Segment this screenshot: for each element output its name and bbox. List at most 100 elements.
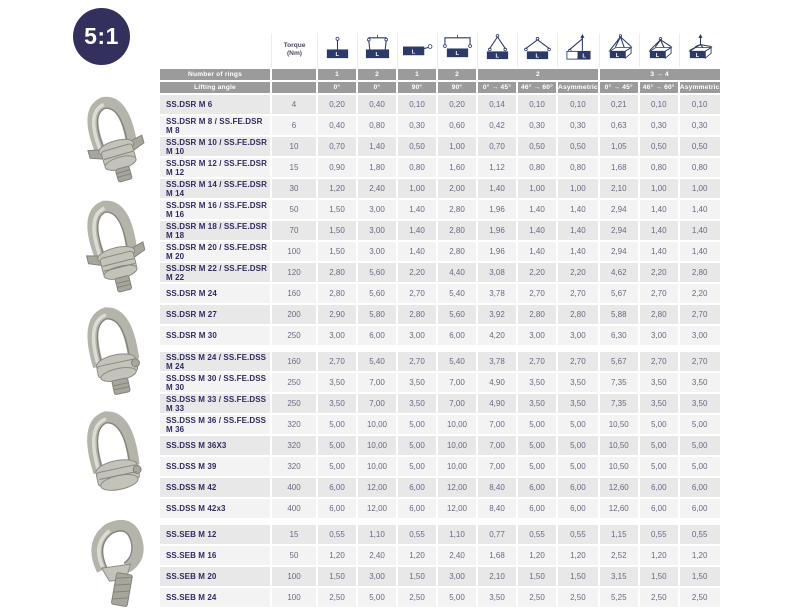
wll-value: 2,70 bbox=[398, 352, 438, 371]
wll-value: 12,00 bbox=[438, 478, 478, 497]
wll-value: 0,42 bbox=[478, 116, 518, 135]
wll-value: 0,70 bbox=[478, 137, 518, 156]
wll-value: 2,70 bbox=[639, 352, 680, 371]
wll-value: 2,50 bbox=[639, 588, 680, 607]
wll-value: 7,00 bbox=[478, 415, 518, 434]
wll-value: 1,20 bbox=[318, 546, 358, 565]
wll-value: 1,40 bbox=[518, 242, 558, 261]
rings-count-group: 3 → 4 bbox=[599, 69, 720, 80]
wll-value: 6,00 bbox=[639, 499, 680, 518]
wll-value: 3,00 bbox=[358, 242, 398, 261]
rings-count-group: 2 bbox=[478, 69, 600, 80]
torque-value: 400 bbox=[272, 499, 318, 518]
wll-value: 7,00 bbox=[478, 457, 518, 476]
wll-value: 6,00 bbox=[518, 499, 558, 518]
wll-value: 3,08 bbox=[478, 263, 518, 282]
wll-value: 6,00 bbox=[679, 499, 720, 518]
torque-value: 10 bbox=[272, 137, 318, 156]
wll-value: 10,50 bbox=[599, 457, 640, 476]
wll-value: 8,40 bbox=[478, 478, 518, 497]
wll-value: 1,96 bbox=[478, 200, 518, 219]
torque-value: 50 bbox=[272, 200, 318, 219]
wll-value: 5,60 bbox=[358, 263, 398, 282]
wll-value: 2,70 bbox=[398, 284, 438, 303]
product-name: SS.DSS M 39 bbox=[160, 457, 272, 476]
wll-value: 3,50 bbox=[639, 394, 680, 413]
wll-value: 7,00 bbox=[358, 394, 398, 413]
wll-value: 0,21 bbox=[599, 95, 640, 114]
wll-value: 12,60 bbox=[599, 499, 640, 518]
wll-value: 0,40 bbox=[318, 116, 358, 135]
svg-text:L: L bbox=[336, 52, 340, 58]
wll-value: 1,40 bbox=[398, 200, 438, 219]
wll-value: 2,70 bbox=[679, 352, 720, 371]
product-name: SS.DSR M 14 / SS.FE.DSR M 14 bbox=[160, 179, 272, 198]
table-row: SS.DSR M 16 / SS.FE.DSR M 16 50 1,50 3,00 1,… bbox=[160, 200, 720, 219]
torque-value: 200 bbox=[272, 305, 318, 324]
torque-value: 100 bbox=[272, 588, 318, 607]
wll-value: 12,00 bbox=[358, 478, 398, 497]
wll-value: 0,55 bbox=[558, 525, 600, 544]
wll-value: 3,50 bbox=[558, 373, 600, 392]
product-name: SS.DSS M 36X3 bbox=[160, 436, 272, 455]
wll-value: 1,10 bbox=[438, 525, 478, 544]
wll-value: 5,00 bbox=[358, 588, 398, 607]
wll-value: 2,70 bbox=[639, 284, 680, 303]
wll-value: 1,15 bbox=[599, 525, 640, 544]
sling-3-4-asymmetric-icon: L bbox=[679, 33, 720, 67]
wll-value: 2,20 bbox=[518, 263, 558, 282]
wll-value: 0,50 bbox=[639, 137, 680, 156]
svg-text:L: L bbox=[615, 53, 619, 59]
wll-value: 5,00 bbox=[518, 436, 558, 455]
wll-value: 5,00 bbox=[398, 415, 438, 434]
rings-row-label: Number of rings bbox=[160, 69, 272, 80]
wll-value: 5,00 bbox=[398, 436, 438, 455]
wll-value: 10,00 bbox=[438, 436, 478, 455]
angle-row-label: Lifting angle bbox=[160, 82, 272, 93]
wll-value: 2,70 bbox=[518, 352, 558, 371]
wll-value: 0,20 bbox=[438, 95, 478, 114]
wll-value: 0,50 bbox=[679, 137, 720, 156]
wll-value: 2,10 bbox=[599, 179, 640, 198]
wll-value: 5,25 bbox=[599, 588, 640, 607]
wll-value: 3,78 bbox=[478, 284, 518, 303]
wll-value: 10,00 bbox=[358, 436, 398, 455]
wll-value: 2,40 bbox=[358, 179, 398, 198]
wll-value: 6,00 bbox=[398, 499, 438, 518]
wll-value: 2,80 bbox=[679, 263, 720, 282]
svg-text:L: L bbox=[655, 53, 659, 59]
load-table: Torque (Nm) L bbox=[160, 31, 720, 609]
product-name: SS.DSR M 10 / SS.FE.DSR M 10 bbox=[160, 137, 272, 156]
torque-value: 250 bbox=[272, 373, 318, 392]
wll-value: 3,00 bbox=[518, 326, 558, 345]
product-name: SS.DSS M 33 / SS.FE.DSS M 33 bbox=[160, 394, 272, 413]
product-name: SS.DSS M 42 bbox=[160, 478, 272, 497]
wll-value: 0,70 bbox=[318, 137, 358, 156]
wll-value: 5,00 bbox=[639, 415, 680, 434]
table-row: SS.DSS M 30 / SS.FE.DSS M 30 250 3,50 7,00 3… bbox=[160, 373, 720, 392]
product-name: SS.DSR M 22 / SS.FE.DSR M 22 bbox=[160, 263, 272, 282]
table-row: SS.DSR M 10 / SS.FE.DSR M 10 10 0,70 1,40 0,… bbox=[160, 137, 720, 156]
icon-header-row: Torque (Nm) L bbox=[160, 33, 720, 67]
wll-value: 1,50 bbox=[318, 221, 358, 240]
product-name: SS.SEB M 12 bbox=[160, 525, 272, 544]
wll-value: 1,40 bbox=[558, 221, 600, 240]
wll-value: 5,40 bbox=[438, 352, 478, 371]
wll-value: 2,80 bbox=[318, 284, 358, 303]
torque-column-header: Torque (Nm) bbox=[272, 33, 318, 67]
wll-value: 1,50 bbox=[558, 567, 600, 586]
wll-value: 5,00 bbox=[558, 457, 600, 476]
wll-value: 0,10 bbox=[639, 95, 680, 114]
product-name: SS.DSR M 20 / SS.FE.DSR M 20 bbox=[160, 242, 272, 261]
wll-value: 0,80 bbox=[398, 158, 438, 177]
wll-value: 2,20 bbox=[639, 263, 680, 282]
wll-value: 1,68 bbox=[599, 158, 640, 177]
wll-value: 3,00 bbox=[639, 326, 680, 345]
wll-value: 7,00 bbox=[438, 373, 478, 392]
table-row: SS.DSR M 8 / SS.FE.DSR M 8 6 0,40 0,80 0,30 0… bbox=[160, 116, 720, 135]
wll-value: 8,40 bbox=[478, 499, 518, 518]
wll-value: 0,30 bbox=[679, 116, 720, 135]
wll-value: 6,00 bbox=[518, 478, 558, 497]
wll-value: 5,00 bbox=[558, 436, 600, 455]
swivel-eye-bolt-seb-photo bbox=[91, 519, 144, 607]
